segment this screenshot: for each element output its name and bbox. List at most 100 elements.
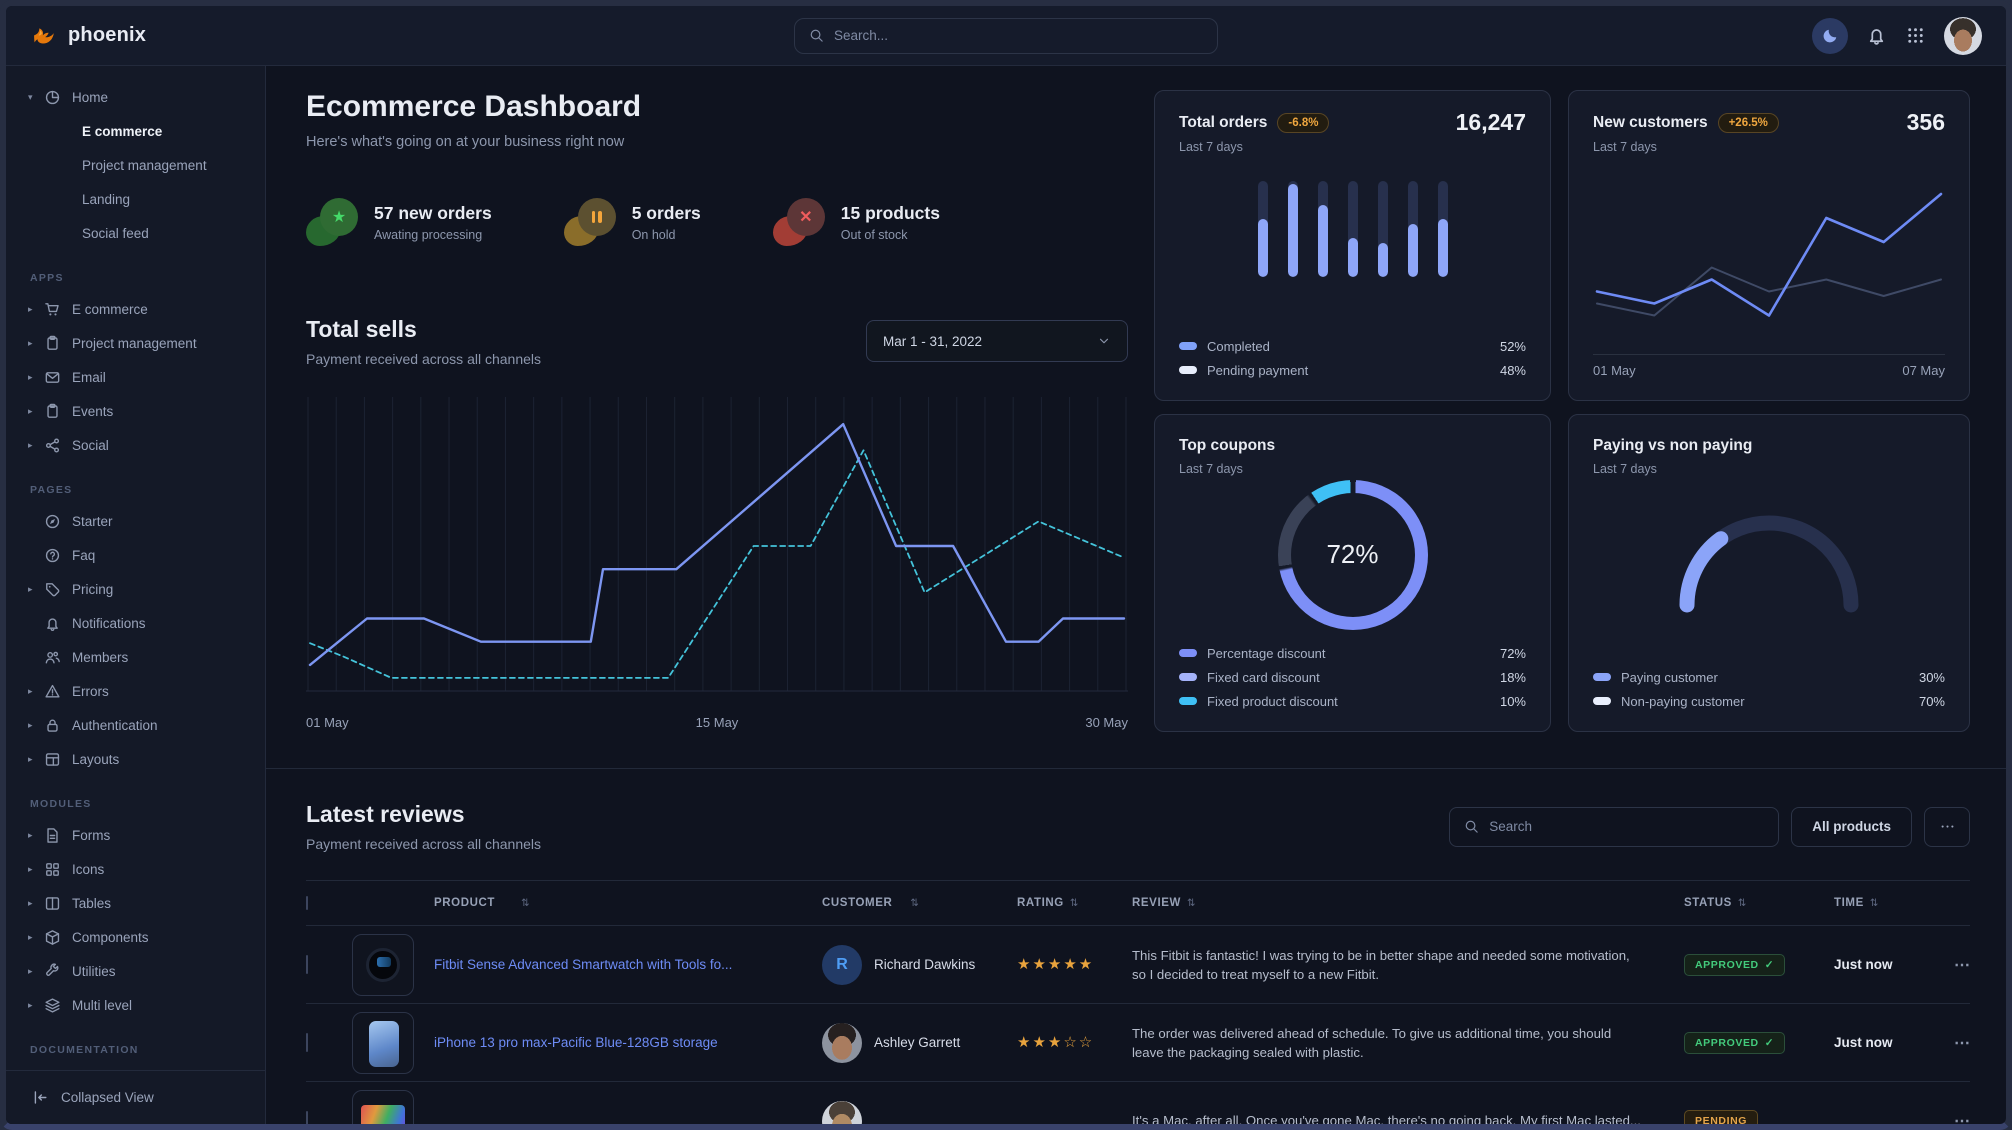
total-sells-chart: 01 May 15 May 30 May: [306, 389, 1128, 730]
column-header-rating[interactable]: RATING ⇅: [1017, 897, 1079, 909]
sidebar-item-layouts[interactable]: ▸ Layouts: [6, 742, 265, 776]
row-menu-button[interactable]: ⋯: [1954, 1034, 1970, 1052]
x-tick: 01 May: [306, 715, 349, 730]
date-range-select[interactable]: Mar 1 - 31, 2022: [866, 320, 1128, 362]
collapse-icon: [32, 1089, 49, 1106]
apps-grid-button[interactable]: [1905, 25, 1926, 46]
sidebar-item-multi-level[interactable]: ▸ Multi level: [6, 988, 265, 1022]
sidebar-item-authentication[interactable]: ▸ Authentication: [6, 708, 265, 742]
row-menu-button[interactable]: ⋯: [1954, 956, 1970, 974]
status-badge: PENDING: [1684, 1109, 1759, 1124]
sidebar-item-project-management[interactable]: ▸ Project management: [6, 326, 265, 360]
legend-row: Paying customer 30%: [1593, 670, 1945, 685]
user-avatar[interactable]: [1944, 16, 1982, 55]
customer-name: Ashley Garrett: [874, 1035, 961, 1050]
card-title: Total orders: [1179, 114, 1268, 131]
card-period: Last 7 days: [1179, 462, 1243, 476]
sidebar-section-apps: APPS: [30, 272, 64, 284]
chevron-down-icon: [1097, 334, 1111, 348]
caret-down-icon: ▾: [28, 91, 33, 102]
sidebar-item-label: Landing: [82, 191, 131, 207]
sidebar-item-pricing[interactable]: ▸ Pricing: [6, 572, 265, 606]
star-icon: ★: [320, 198, 358, 236]
caret-right-icon: ▸: [28, 439, 33, 450]
caret-right-icon: ▸: [28, 931, 33, 942]
grid-icon: [44, 861, 61, 878]
customer-avatar: [822, 1022, 862, 1063]
sidebar-item-project-management[interactable]: Project management: [6, 148, 265, 182]
reviews-search[interactable]: [1449, 806, 1780, 847]
sidebar-item-components[interactable]: ▸ Components: [6, 920, 265, 954]
sidebar-item-icons[interactable]: ▸ Icons: [6, 852, 265, 886]
sidebar-item-e-commerce[interactable]: ▸ E commerce: [6, 292, 265, 326]
global-search-input[interactable]: [834, 28, 1203, 43]
sidebar-item-starter[interactable]: Starter: [6, 504, 265, 538]
reviews-menu-button[interactable]: [1924, 806, 1970, 847]
row-checkbox[interactable]: [306, 1032, 308, 1052]
card-period: Last 7 days: [1179, 140, 1243, 154]
collapse-sidebar-button[interactable]: Collapsed View: [6, 1070, 265, 1124]
card-new-customers: New customers +26.5% Last 7 days 356 01 …: [1568, 90, 1970, 401]
row-checkbox[interactable]: [306, 954, 308, 974]
global-search[interactable]: [794, 17, 1218, 54]
compass-icon: [44, 513, 61, 530]
sidebar-item-utilities[interactable]: ▸ Utilities: [6, 954, 265, 988]
sidebar-item-members[interactable]: Members: [6, 640, 265, 674]
box-icon: [44, 929, 61, 946]
legend-value: 18%: [1499, 669, 1526, 685]
sidebar-section-modules: MODULES: [30, 798, 92, 810]
tag-icon: [44, 581, 61, 598]
sidebar-item-events[interactable]: ▸ Events: [6, 394, 265, 428]
sort-icon: ⇅: [1737, 898, 1747, 909]
column-header-status[interactable]: STATUS ⇅: [1684, 897, 1747, 909]
column-header-customer[interactable]: CUSTOMER ⇅: [822, 897, 920, 909]
row-checkbox[interactable]: [306, 1110, 308, 1124]
legend: Paying customer 30% Non-paying customer 70%: [1593, 661, 1945, 709]
review-text: It's a Mac, after all. Once you've gone …: [1132, 1113, 1641, 1124]
card-period: Last 7 days: [1593, 140, 1657, 154]
sort-icon: ⇅: [521, 897, 531, 909]
select-all-checkbox[interactable]: [306, 896, 308, 910]
column-header-product[interactable]: PRODUCT ⇅: [434, 897, 531, 909]
legend-value: 30%: [1918, 669, 1945, 685]
product-link[interactable]: Fitbit Sense Advanced Smartwatch with To…: [434, 957, 733, 972]
sidebar-item-notifications[interactable]: Notifications: [6, 606, 265, 640]
legend-label: Percentage discount: [1207, 645, 1326, 661]
stat-value: 57 new orders: [374, 202, 492, 223]
new-customers-x-axis: 01 May 07 May: [1593, 354, 1945, 378]
sidebar-item-home[interactable]: ▾ Home: [6, 80, 265, 114]
sidebar-item-social-feed[interactable]: Social feed: [6, 216, 265, 250]
product-link[interactable]: iPhone 13 pro max-Pacific Blue-128GB sto…: [434, 1035, 718, 1050]
sidebar-item-faq[interactable]: Faq: [6, 538, 265, 572]
sidebar-item-errors[interactable]: ▸ Errors: [6, 674, 265, 708]
theme-toggle-button[interactable]: [1812, 17, 1848, 54]
paying-gauge-chart: [1664, 498, 1874, 618]
column-header-review[interactable]: REVIEW ⇅: [1132, 897, 1196, 909]
sidebar-item-social[interactable]: ▸ Social: [6, 428, 265, 462]
sidebar-item-tables[interactable]: ▸ Tables: [6, 886, 265, 920]
row-menu-button[interactable]: ⋯: [1954, 1112, 1970, 1125]
order-bar: [1257, 180, 1268, 277]
main-content: Ecommerce Dashboard Here's what's going …: [266, 66, 2006, 1124]
sidebar-item-landing[interactable]: Landing: [6, 182, 265, 216]
notifications-button[interactable]: [1866, 25, 1887, 46]
sidebar-item-email[interactable]: ▸ Email: [6, 360, 265, 394]
sidebar-item-e-commerce[interactable]: E commerce: [6, 114, 265, 148]
legend-row: Percentage discount 72%: [1179, 646, 1526, 661]
brand-logo[interactable]: phoenix: [30, 22, 146, 50]
reviews-search-input[interactable]: [1489, 819, 1765, 834]
status-badge: APPROVED ✓: [1684, 1031, 1786, 1054]
caret-right-icon: ▸: [28, 753, 33, 764]
rating-stars: ★★★☆☆: [1017, 1034, 1095, 1051]
caret-right-icon: ▸: [28, 303, 33, 314]
sidebar-item-label: Errors: [72, 683, 109, 699]
latest-reviews-title: Latest reviews: [306, 801, 465, 827]
warning-triangle-icon: [44, 683, 61, 700]
column-header-time[interactable]: TIME ⇅: [1834, 897, 1879, 909]
sidebar-item-label: Members: [72, 649, 129, 665]
legend-swatch: [1593, 697, 1611, 706]
sidebar-item-forms[interactable]: ▸ Forms: [6, 818, 265, 852]
all-products-button[interactable]: All products: [1791, 806, 1912, 847]
legend-label: Paying customer: [1621, 669, 1718, 685]
